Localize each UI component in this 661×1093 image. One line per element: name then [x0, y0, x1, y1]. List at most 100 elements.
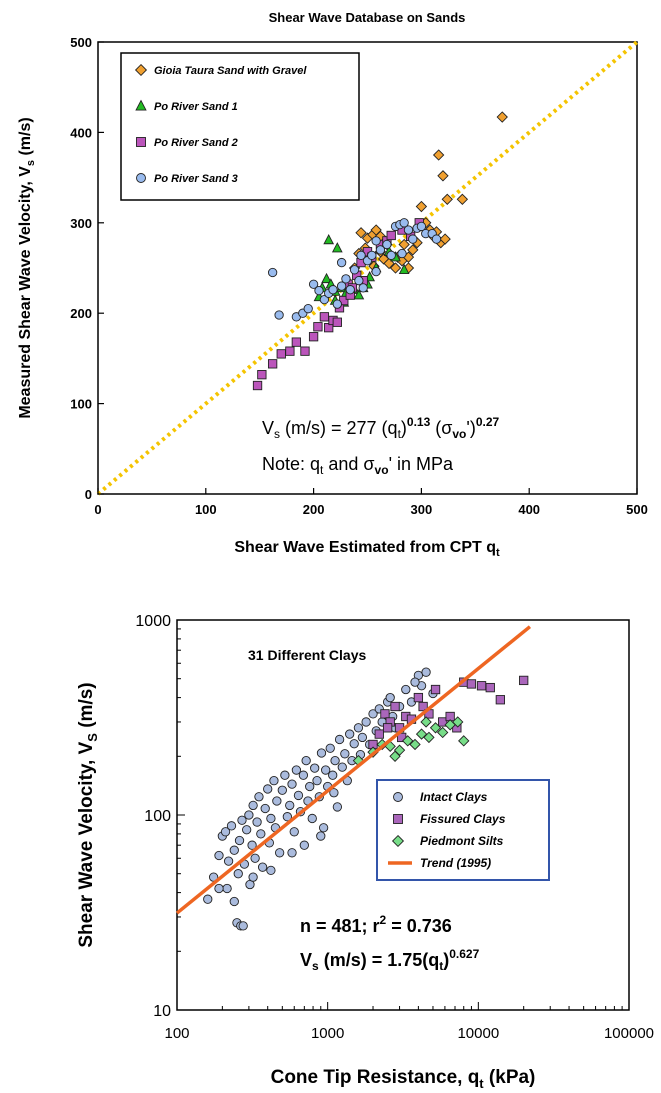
data-point	[397, 248, 407, 259]
x-tick-labels: 100 1000 10000 100000	[164, 1025, 654, 1042]
data-point	[485, 682, 495, 693]
data-point	[229, 845, 239, 855]
y-axis-label: Shear Wave Velocity, VS (m/s)	[76, 682, 100, 947]
data-point	[415, 728, 428, 740]
x-tick-label: 500	[626, 502, 648, 517]
data-point	[390, 701, 400, 712]
legend-marker	[134, 63, 148, 77]
data-point	[222, 883, 232, 894]
data-point	[282, 812, 292, 822]
legend-marker	[393, 792, 403, 802]
data-point	[307, 813, 317, 824]
data-point	[330, 755, 340, 766]
legend-box	[120, 52, 360, 201]
data-point	[418, 701, 428, 712]
data-point	[382, 239, 392, 250]
y-tick-label: 1000	[135, 613, 171, 630]
data-points-layer	[252, 111, 508, 391]
x-tick-label: 300	[411, 502, 433, 517]
data-point	[287, 848, 297, 858]
data-point	[233, 869, 243, 879]
data-point	[380, 709, 390, 719]
data-point	[257, 370, 267, 380]
legend-marker	[135, 99, 147, 111]
data-point	[244, 810, 254, 820]
data-point	[220, 827, 231, 837]
data-point	[438, 717, 448, 727]
data-point	[242, 825, 252, 835]
legend-label: Po River Sand 3	[154, 173, 238, 185]
equation-text: Vs (m/s) = 277 (qt)0.13 (σvo')0.27	[262, 415, 500, 441]
data-point	[248, 872, 258, 882]
data-point	[312, 776, 322, 786]
data-point	[340, 749, 350, 759]
y-tick-label: 300	[70, 216, 92, 231]
data-point	[234, 835, 245, 846]
data-point	[266, 813, 276, 824]
legend-label: Intact Clays	[420, 790, 488, 804]
data-point	[276, 349, 286, 359]
data-point	[328, 285, 338, 295]
data-point	[409, 738, 421, 751]
data-point	[458, 735, 470, 747]
data-point	[420, 716, 432, 728]
data-point	[319, 312, 330, 322]
x-tick-label: 100000	[604, 1025, 654, 1042]
data-point	[410, 677, 420, 687]
y-tick-label: 400	[70, 125, 92, 140]
legend-label: Fissured Clays	[420, 812, 506, 826]
data-point	[336, 281, 347, 291]
data-point	[466, 679, 477, 689]
legend-label: Piedmont Silts	[420, 834, 504, 848]
data-point	[415, 200, 428, 213]
data-point	[367, 250, 377, 260]
data-point	[269, 776, 279, 786]
data-point	[203, 894, 213, 904]
data-point	[429, 722, 442, 734]
data-point	[519, 675, 529, 686]
data-point	[314, 285, 324, 296]
y-tick-labels: 10 100 1000	[135, 613, 171, 1020]
data-point	[368, 709, 378, 719]
legend: Intact Clays Fissured Clays Piedmont Silts…	[388, 790, 506, 870]
data-point	[389, 750, 401, 762]
data-point	[247, 840, 257, 850]
data-point	[408, 234, 418, 244]
data-point	[357, 732, 368, 743]
legend-label: Gioia Taura Sand with Gravel	[154, 65, 307, 77]
data-point	[310, 763, 320, 773]
data-point	[289, 827, 299, 837]
data-point	[267, 267, 278, 278]
x-tick-label: 200	[303, 502, 325, 517]
data-point	[293, 790, 304, 801]
x-tick-label: 100	[195, 502, 217, 517]
data-point	[250, 853, 260, 863]
trend-line-layer	[175, 625, 532, 915]
data-point	[385, 692, 395, 703]
data-point	[358, 283, 368, 293]
data-point	[313, 322, 323, 332]
y-tick-label: 10	[153, 1003, 171, 1020]
data-point	[371, 236, 381, 246]
data-point	[226, 821, 237, 831]
x-tick-label: 0	[94, 502, 101, 517]
data-point	[328, 770, 338, 780]
axis-ticks	[176, 628, 623, 1011]
y-tick-label: 100	[70, 397, 92, 412]
data-point	[252, 380, 263, 391]
data-point	[382, 723, 393, 733]
legend-label: Po River Sand 2	[154, 137, 238, 149]
y-tick-labels: 0 100 200 300 400 500	[70, 35, 92, 502]
data-point	[214, 883, 224, 894]
data-point	[266, 865, 276, 876]
x-tick-label: 10000	[457, 1025, 499, 1042]
x-axis-label: Shear Wave Estimated from CPT qt	[234, 539, 500, 559]
data-point	[300, 346, 310, 356]
data-point	[432, 149, 445, 161]
data-point	[214, 850, 224, 861]
series-piedmont-silts	[352, 716, 470, 767]
legend-marker	[136, 137, 146, 147]
legend-label: Po River Sand 1	[154, 101, 238, 113]
data-point	[496, 111, 508, 123]
